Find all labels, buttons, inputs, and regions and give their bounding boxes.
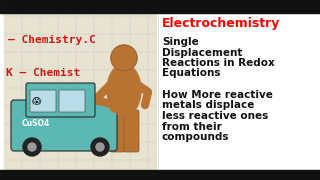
Circle shape — [96, 143, 104, 151]
Text: 😱: 😱 — [32, 96, 41, 105]
FancyBboxPatch shape — [124, 110, 139, 152]
Circle shape — [110, 102, 120, 112]
Bar — [4, 13, 156, 170]
Text: CuSO4: CuSO4 — [22, 120, 50, 129]
FancyBboxPatch shape — [110, 110, 125, 152]
Ellipse shape — [107, 64, 141, 116]
Text: Single: Single — [162, 37, 199, 47]
Text: K – Chemist: K – Chemist — [6, 68, 80, 78]
Bar — [0, 170, 320, 180]
FancyBboxPatch shape — [59, 90, 85, 112]
Text: Displacement: Displacement — [162, 48, 242, 57]
FancyBboxPatch shape — [30, 90, 56, 112]
Text: metals displace: metals displace — [162, 100, 254, 111]
Circle shape — [23, 138, 41, 156]
FancyBboxPatch shape — [26, 83, 95, 117]
Text: Equations: Equations — [162, 69, 220, 78]
Text: Electrochemistry: Electrochemistry — [162, 17, 280, 30]
Circle shape — [28, 143, 36, 151]
Text: from their: from their — [162, 122, 222, 132]
Bar — [158, 13, 318, 170]
Text: less reactive ones: less reactive ones — [162, 111, 268, 121]
Circle shape — [111, 45, 137, 71]
Bar — [0, 0, 320, 13]
FancyBboxPatch shape — [11, 100, 117, 151]
Text: How More reactive: How More reactive — [162, 90, 273, 100]
Text: Reactions in Redox: Reactions in Redox — [162, 58, 275, 68]
Text: compounds: compounds — [162, 132, 229, 142]
Text: – Chemistry.C: – Chemistry.C — [8, 35, 96, 45]
Circle shape — [91, 138, 109, 156]
